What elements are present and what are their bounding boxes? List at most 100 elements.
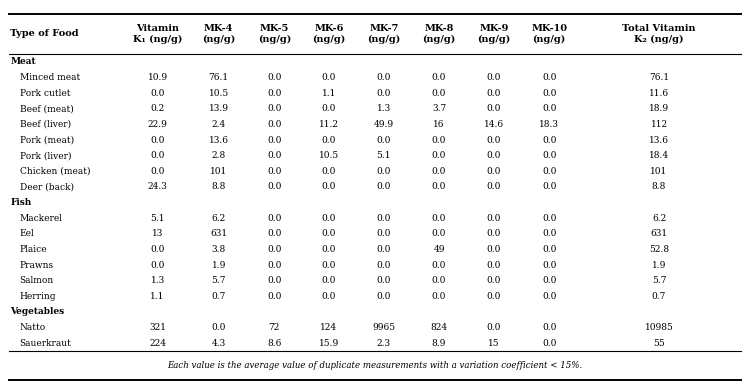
Text: 224: 224 [149,339,166,348]
Text: 0.0: 0.0 [151,151,165,160]
Text: 0.0: 0.0 [267,89,281,98]
Text: 8.8: 8.8 [652,183,666,192]
Text: 0.0: 0.0 [487,292,501,301]
Text: 0.0: 0.0 [487,73,501,82]
Text: 0.0: 0.0 [432,214,446,223]
Text: Natto: Natto [20,323,46,332]
Text: 0.0: 0.0 [542,245,556,254]
Text: 0.0: 0.0 [487,214,501,223]
Text: 0.0: 0.0 [322,245,336,254]
Text: Meat: Meat [10,58,36,67]
Text: 10.9: 10.9 [148,73,168,82]
Text: 631: 631 [650,229,668,238]
Text: 6.2: 6.2 [652,214,666,223]
Text: 0.0: 0.0 [542,73,556,82]
Text: 0.0: 0.0 [211,323,226,332]
Text: 49.9: 49.9 [374,120,394,129]
Text: 101: 101 [650,167,668,176]
Text: 0.0: 0.0 [542,292,556,301]
Text: 0.0: 0.0 [376,276,391,285]
Text: 0.0: 0.0 [151,260,165,270]
Text: 0.0: 0.0 [432,183,446,192]
Text: 0.0: 0.0 [267,73,281,82]
Text: Vegetables: Vegetables [10,307,64,317]
Text: 18.9: 18.9 [649,104,669,113]
Text: Herring: Herring [20,292,56,301]
Text: MK-10
(ng/g): MK-10 (ng/g) [531,24,567,44]
Text: 1.3: 1.3 [151,276,165,285]
Text: 321: 321 [149,323,166,332]
Text: 18.4: 18.4 [649,151,669,160]
Text: Deer (back): Deer (back) [20,183,74,192]
Text: 14.6: 14.6 [484,120,504,129]
Text: MK-7
(ng/g): MK-7 (ng/g) [368,24,400,44]
Text: 8.9: 8.9 [432,339,446,348]
Text: 9965: 9965 [372,323,395,332]
Text: 0.0: 0.0 [267,183,281,192]
Text: Chicken (meat): Chicken (meat) [20,167,90,176]
Text: 0.0: 0.0 [542,214,556,223]
Text: 72: 72 [268,323,280,332]
Text: 5.1: 5.1 [376,151,391,160]
Text: 0.0: 0.0 [322,276,336,285]
Text: 0.0: 0.0 [487,245,501,254]
Text: 2.3: 2.3 [376,339,391,348]
Text: 10.5: 10.5 [209,89,229,98]
Text: 0.0: 0.0 [487,323,501,332]
Text: 0.0: 0.0 [376,245,391,254]
Text: 0.0: 0.0 [542,260,556,270]
Text: 0.0: 0.0 [151,167,165,176]
Text: 124: 124 [320,323,338,332]
Text: 0.0: 0.0 [487,229,501,238]
Text: Eel: Eel [20,229,34,238]
Text: 0.0: 0.0 [322,229,336,238]
Text: MK-9
(ng/g): MK-9 (ng/g) [477,24,511,44]
Text: 1.1: 1.1 [322,89,336,98]
Text: 0.7: 0.7 [652,292,666,301]
Text: 0.0: 0.0 [432,292,446,301]
Text: 0.0: 0.0 [322,292,336,301]
Text: 0.0: 0.0 [267,104,281,113]
Text: 0.0: 0.0 [487,89,501,98]
Text: 0.0: 0.0 [542,229,556,238]
Text: 0.0: 0.0 [267,151,281,160]
Text: 0.0: 0.0 [322,73,336,82]
Text: 0.0: 0.0 [487,104,501,113]
Text: 2.8: 2.8 [211,151,226,160]
Text: 0.0: 0.0 [267,229,281,238]
Text: 22.9: 22.9 [148,120,167,129]
Text: 0.0: 0.0 [487,260,501,270]
Text: Prawns: Prawns [20,260,54,270]
Text: MK-4
(ng/g): MK-4 (ng/g) [202,24,236,44]
Text: 0.0: 0.0 [376,214,391,223]
Text: 0.0: 0.0 [487,276,501,285]
Text: 3.8: 3.8 [211,245,226,254]
Text: 55: 55 [653,339,665,348]
Text: 0.0: 0.0 [322,104,336,113]
Text: 0.0: 0.0 [322,260,336,270]
Text: 0.0: 0.0 [432,229,446,238]
Text: 0.0: 0.0 [267,167,281,176]
Text: 0.0: 0.0 [432,151,446,160]
Text: 0.0: 0.0 [487,167,501,176]
Text: 0.0: 0.0 [432,167,446,176]
Text: 0.0: 0.0 [151,245,165,254]
Text: 5.7: 5.7 [652,276,666,285]
Text: 11.2: 11.2 [319,120,339,129]
Text: 8.6: 8.6 [267,339,281,348]
Text: 0.0: 0.0 [542,167,556,176]
Text: Minced meat: Minced meat [20,73,80,82]
Text: 0.0: 0.0 [267,120,281,129]
Text: 1.1: 1.1 [151,292,165,301]
Text: 0.0: 0.0 [376,135,391,145]
Text: 0.0: 0.0 [376,260,391,270]
Text: 0.0: 0.0 [432,89,446,98]
Text: 6.2: 6.2 [211,214,226,223]
Text: 24.3: 24.3 [148,183,167,192]
Text: 10.5: 10.5 [319,151,339,160]
Text: 0.0: 0.0 [542,89,556,98]
Text: 0.0: 0.0 [376,183,391,192]
Text: 0.0: 0.0 [542,339,556,348]
Text: 0.0: 0.0 [322,135,336,145]
Text: 0.0: 0.0 [542,323,556,332]
